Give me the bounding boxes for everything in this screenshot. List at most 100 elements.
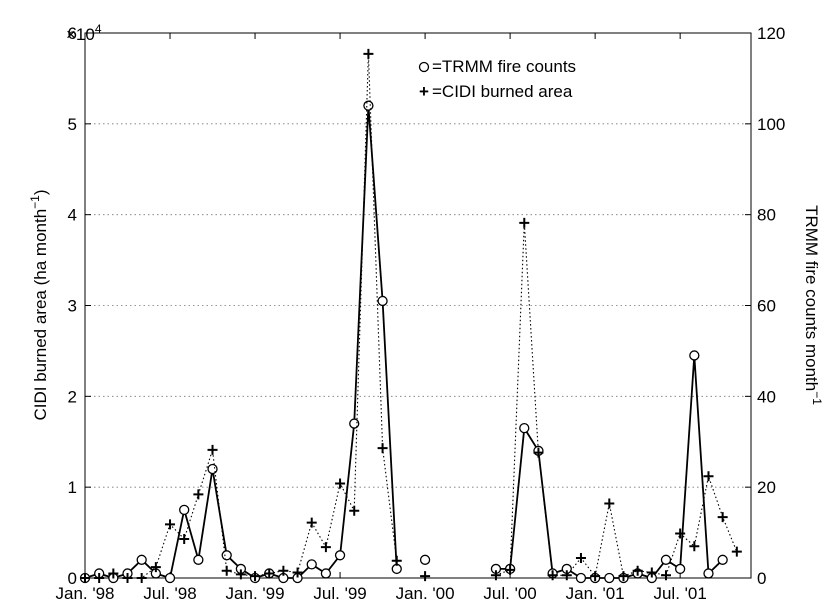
legend: =TRMM fire counts + =CIDI burned area [418, 57, 576, 101]
cidi-point [335, 478, 346, 489]
cidi-point [221, 565, 232, 576]
y-left-tick-label: 0 [68, 569, 77, 588]
y-left-label: CIDI burned area (ha month−1) [28, 189, 50, 420]
cidi-point [250, 571, 261, 582]
y-left-tick-label: 6 [68, 24, 77, 43]
cidi-point [660, 570, 671, 581]
cidi-point [420, 571, 431, 582]
grid [85, 123, 751, 488]
y-left-tick-label: 2 [68, 387, 77, 406]
y-left-tick-label: 1 [68, 478, 77, 497]
cidi-point [575, 553, 586, 564]
x-tick-label: Jan. '01 [566, 584, 625, 603]
cidi-point [675, 528, 686, 539]
legend-trmm-marker [418, 61, 430, 73]
x-tick-label: Jan. '98 [55, 584, 114, 603]
trmm-point [320, 568, 332, 579]
trmm-point [179, 504, 190, 516]
trmm-point [363, 100, 374, 111]
x-tick-label: Jul. '00 [483, 584, 536, 603]
trmm-point [164, 572, 176, 584]
cidi-point [505, 564, 516, 575]
trmm-point [660, 554, 672, 565]
cidi-point [490, 570, 501, 581]
trmm-point [377, 295, 388, 307]
trmm-point [334, 550, 346, 561]
cidi-point [533, 447, 544, 458]
y-right-tick-label: 20 [757, 478, 776, 497]
trmm-point [136, 554, 147, 565]
cidi-point [349, 505, 360, 516]
series-layer [79, 48, 742, 584]
legend-cidi-label: =CIDI burned area [432, 82, 573, 101]
trmm-point [207, 463, 218, 475]
cidi-point [519, 217, 530, 228]
trmm-point [689, 350, 700, 361]
cidi-point [632, 565, 643, 576]
cidi-point [122, 573, 133, 583]
trmm-point [604, 572, 615, 584]
y-right-tick-label: 40 [757, 387, 776, 406]
cidi-series-line [495, 222, 738, 577]
trmm-point [519, 422, 530, 434]
trmm-point [703, 568, 714, 579]
cidi-point [646, 567, 657, 578]
trmm-point [193, 554, 204, 565]
cidi-point [136, 573, 147, 583]
y-left-tick-label: 5 [68, 115, 77, 134]
cidi-point [391, 555, 402, 566]
x-tick-label: Jul. '98 [143, 584, 196, 603]
cidi-point [80, 573, 90, 583]
cidi-point [264, 568, 275, 579]
cidi-point [618, 571, 629, 582]
cidi-point [547, 570, 558, 581]
y-right-tick-label: 100 [757, 115, 785, 134]
y-left-multiplier: ×104 [66, 22, 102, 44]
cidi-point [292, 567, 303, 578]
cidi-point [731, 546, 742, 557]
cidi-point [590, 571, 601, 582]
cidi-point [703, 471, 714, 482]
y-left-tick-label: 4 [68, 206, 77, 225]
cidi-point [689, 541, 700, 552]
cidi-point [363, 48, 374, 59]
y-right-tick-label: 120 [757, 24, 785, 43]
y-left-tick-label: 3 [68, 297, 77, 316]
cidi-point [165, 519, 176, 530]
cidi-point [108, 568, 119, 579]
trmm-point [391, 563, 402, 575]
cidi-point [207, 444, 218, 455]
cidi-point [320, 542, 331, 553]
legend-trmm-label: =TRMM fire counts [432, 57, 576, 76]
cidi-point [561, 570, 572, 581]
x-tick-label: Jul. '99 [313, 584, 366, 603]
cidi-point [179, 533, 190, 544]
trmm-point [674, 563, 686, 575]
x-tick-label: Jul. '01 [653, 584, 706, 603]
cidi-point [604, 498, 615, 509]
trmm-point [306, 559, 317, 570]
trmm-point [419, 554, 431, 565]
trmm-point [575, 572, 587, 584]
cidi-point [306, 517, 317, 528]
cidi-point [150, 562, 161, 573]
x-tick-label: Jan. '00 [396, 584, 455, 603]
trmm-series-line [84, 104, 398, 579]
y-right-tick-label: 80 [757, 206, 776, 225]
trmm-point [717, 554, 728, 565]
trmm-point [221, 550, 232, 561]
trmm-series-line [495, 354, 724, 579]
y-right-tick-label: 0 [757, 569, 766, 588]
cidi-point [278, 565, 289, 576]
x-tick-label: Jan. '99 [226, 584, 285, 603]
cidi-point [94, 573, 105, 583]
cidi-series-line [85, 53, 398, 579]
cidi-point [717, 512, 728, 523]
cidi-point [235, 569, 246, 580]
y-right-label: TRMM fire counts month−1 [802, 205, 824, 405]
y-right-tick-label: 60 [757, 297, 776, 316]
cidi-point [377, 443, 388, 454]
trmm-point [349, 418, 360, 429]
